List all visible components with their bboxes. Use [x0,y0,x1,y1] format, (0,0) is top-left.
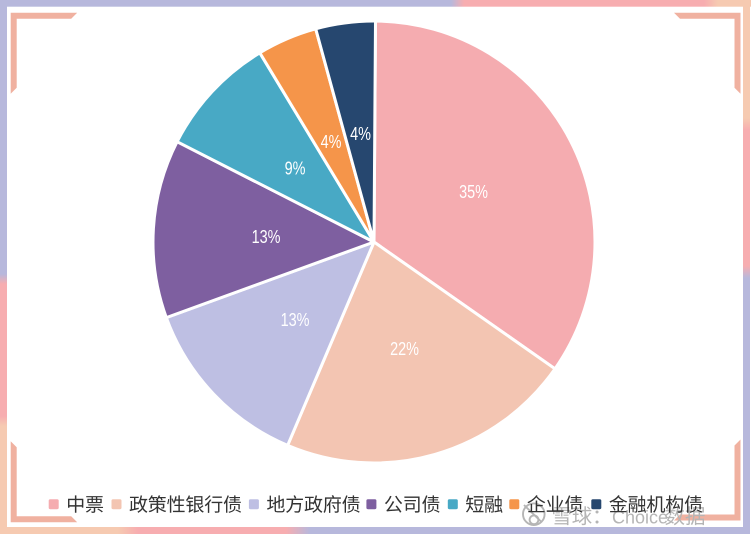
svg-text:Choice: Choice [612,508,668,528]
svg-text:9%: 9% [285,158,306,179]
svg-text:13%: 13% [252,226,281,247]
svg-text:4%: 4% [321,131,342,152]
svg-text:35%: 35% [459,181,488,202]
svg-text:13%: 13% [281,309,310,330]
svg-text:22%: 22% [390,338,419,359]
svg-text:4%: 4% [350,123,371,144]
